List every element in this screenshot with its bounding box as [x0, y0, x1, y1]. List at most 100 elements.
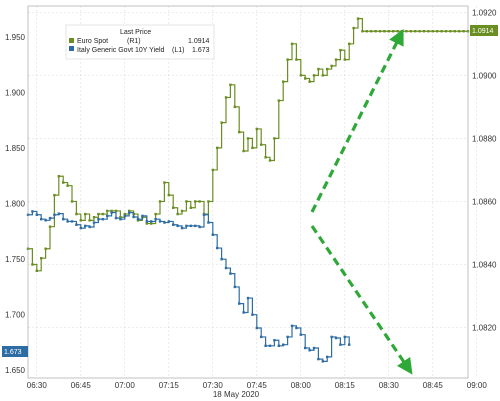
italy-yield-point — [330, 335, 333, 339]
italy-yield-point — [198, 225, 201, 229]
legend-euro-value: 1.0914 — [188, 38, 210, 45]
euro-spot-point — [66, 184, 69, 187]
euro-spot-point — [75, 212, 78, 216]
euro-spot-point — [246, 137, 250, 140]
euro-spot-point — [114, 209, 118, 213]
euro-spot-point — [158, 200, 162, 203]
x-axis-label: 18 May 2020 — [213, 390, 260, 399]
euro-spot-point — [62, 181, 65, 184]
euro-spot-point — [427, 30, 430, 33]
italy-yield-point — [242, 311, 245, 314]
right-tick-label: 1.0920 — [472, 8, 497, 17]
legend-euro-axis: (R1) — [127, 38, 141, 45]
badge-euro: 1.0914 — [470, 25, 498, 36]
italy-yield-point — [88, 225, 91, 229]
italy-yield-point — [326, 355, 329, 359]
euro-spot-point — [53, 193, 56, 197]
x-tick-label: 09:00 — [467, 381, 488, 390]
euro-spot-point — [255, 127, 258, 131]
italy-yield-point — [48, 216, 52, 220]
euro-spot-point — [273, 137, 276, 140]
italy-yield-point — [44, 219, 47, 222]
euro-spot-point — [150, 222, 153, 225]
badge-euro-text: 1.0914 — [472, 28, 494, 35]
italy-yield-point — [343, 335, 346, 339]
italy-yield-point — [84, 224, 87, 228]
italy-yield-point — [154, 218, 157, 221]
italy-yield-point — [53, 213, 56, 216]
italy-yield-point — [141, 214, 144, 218]
left-tick-label: 1.750 — [5, 255, 26, 264]
down-arrow-annotation — [310, 225, 413, 375]
legend-title: Last Price — [120, 29, 151, 36]
euro-spot-point — [343, 58, 346, 61]
italy-yield-point — [268, 344, 272, 347]
badge-euro-bg — [470, 25, 498, 36]
italy-yield-point — [233, 285, 236, 289]
euro-spot-point — [414, 30, 417, 33]
euro-spot-point — [260, 143, 263, 146]
euro-spot-point — [180, 209, 184, 213]
italy-yield-point — [92, 221, 96, 224]
euro-spot-point — [370, 30, 373, 33]
legend-italy-name: Italy Generic Govt 10Y Yield — [77, 47, 165, 54]
euro-spot-point — [458, 30, 461, 33]
euro-spot-point — [392, 30, 395, 33]
italy-yield-point — [282, 343, 285, 346]
italy-yield-point — [312, 346, 316, 350]
series-layer — [26, 17, 470, 363]
up-arrow-annotation — [310, 28, 404, 213]
italy-yield-point — [277, 344, 280, 347]
euro-spot-point — [326, 67, 329, 71]
x-tick-label: 07:00 — [115, 381, 136, 390]
euro-spot-point — [211, 168, 214, 172]
italy-yield-point — [172, 223, 175, 226]
euro-spot-point — [242, 149, 245, 153]
italy-yield-point — [150, 220, 153, 223]
euro-spot-point — [444, 30, 448, 33]
euro-spot-point — [154, 212, 157, 216]
x-tick-label: 08:45 — [423, 381, 444, 390]
left-tick-label: 1.800 — [5, 200, 26, 209]
euro-spot-point — [431, 30, 434, 33]
euro-spot-point — [97, 212, 100, 216]
legend-swatch-italy — [69, 46, 74, 51]
italy-yield-point — [163, 221, 166, 224]
italy-yield-point — [57, 212, 60, 215]
italy-yield-point — [176, 224, 179, 228]
euro-spot-point — [400, 30, 404, 33]
italy-yield-point — [216, 246, 219, 250]
badge-italy-text: 1.673 — [4, 349, 22, 356]
euro-spot-point — [123, 212, 126, 216]
italy-yield-point — [40, 218, 43, 221]
italy-yield-point — [101, 218, 104, 221]
euro-spot-point — [374, 30, 377, 33]
left-tick-label: 1.950 — [5, 33, 26, 42]
euro-spot-point — [101, 212, 104, 216]
euro-spot-point — [453, 30, 456, 33]
euro-spot-point — [378, 30, 382, 33]
euro-spot-point — [321, 74, 324, 77]
italy-yield-point — [273, 339, 276, 342]
euro-spot-point — [449, 30, 452, 33]
legend-italy-axis: (L1) — [172, 47, 184, 54]
italy-yield-point — [31, 210, 34, 213]
italy-yield-point — [295, 326, 298, 330]
plot-frame — [27, 5, 469, 379]
italy-yield-point — [189, 224, 192, 228]
euro-spot-point — [145, 222, 148, 225]
italy-yield-point — [321, 360, 324, 363]
italy-yield-point — [264, 344, 267, 347]
italy-yield-point — [136, 218, 140, 221]
euro-spot-point — [295, 58, 298, 61]
euro-spot-point — [44, 247, 47, 250]
euro-spot-point — [106, 209, 109, 213]
euro-spot-point — [176, 212, 179, 216]
italy-yield-point — [180, 226, 184, 230]
italy-yield-point — [246, 296, 250, 300]
euro-spot-point — [462, 30, 465, 33]
euro-spot-point — [238, 130, 241, 134]
euro-spot-point — [92, 216, 96, 219]
euro-spot-point — [282, 80, 285, 83]
